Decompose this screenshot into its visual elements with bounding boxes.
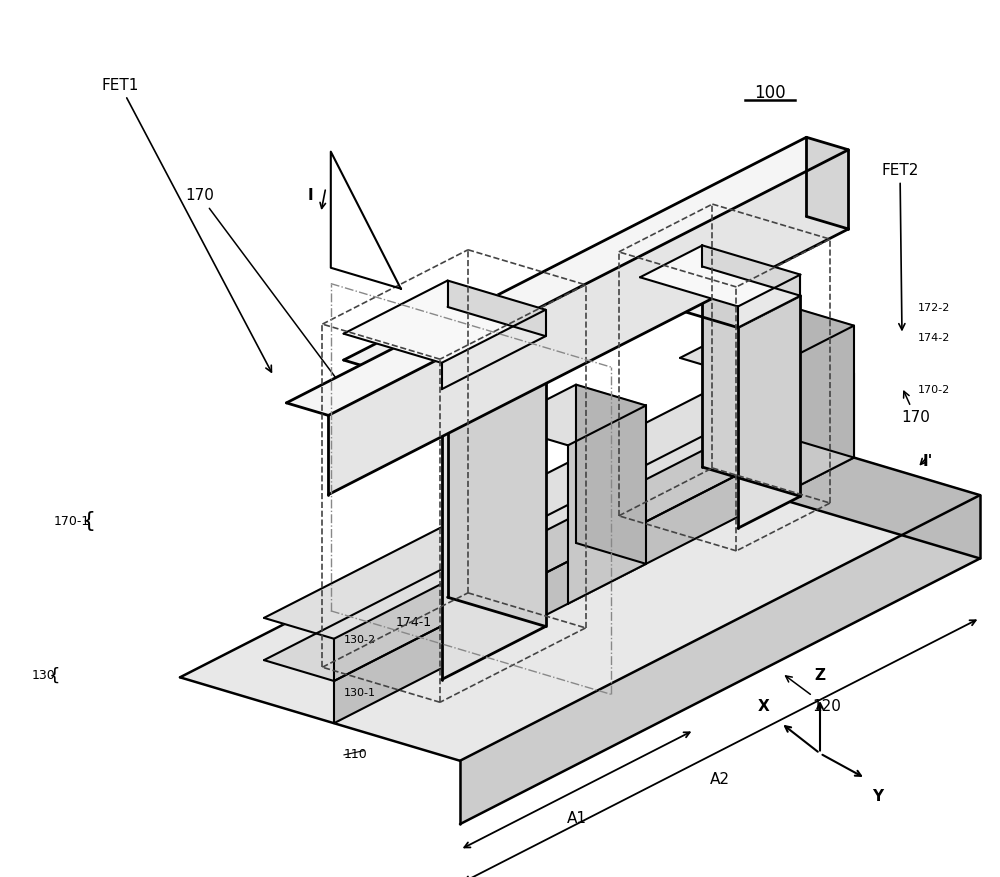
Text: Y: Y — [872, 788, 883, 803]
Polygon shape — [448, 281, 546, 336]
Polygon shape — [738, 275, 800, 328]
Text: A1: A1 — [567, 811, 587, 826]
Polygon shape — [180, 411, 980, 760]
Text: 120: 120 — [786, 676, 841, 714]
Text: I': I' — [922, 453, 933, 468]
Polygon shape — [784, 395, 854, 458]
Polygon shape — [334, 373, 854, 681]
Polygon shape — [448, 307, 546, 626]
Polygon shape — [344, 281, 546, 363]
Text: 170: 170 — [186, 189, 351, 399]
Polygon shape — [702, 267, 800, 496]
Text: 130-2: 130-2 — [344, 635, 376, 645]
Polygon shape — [498, 385, 646, 446]
Polygon shape — [738, 296, 800, 528]
Text: 172-2: 172-2 — [917, 303, 950, 313]
Polygon shape — [328, 150, 848, 495]
Text: GI: GI — [577, 279, 659, 318]
Text: 170: 170 — [901, 391, 930, 424]
Text: I: I — [308, 189, 314, 203]
Text: 174-1: 174-1 — [395, 616, 432, 629]
Polygon shape — [442, 336, 546, 680]
Polygon shape — [806, 138, 848, 229]
Polygon shape — [700, 411, 980, 559]
Polygon shape — [460, 496, 980, 824]
Polygon shape — [286, 138, 848, 416]
Text: 170-1: 170-1 — [54, 515, 90, 528]
Polygon shape — [264, 395, 854, 681]
Text: FET1: FET1 — [101, 78, 271, 372]
Polygon shape — [750, 325, 854, 510]
Polygon shape — [442, 310, 546, 389]
Text: {: { — [48, 667, 60, 685]
Text: FET2: FET2 — [881, 163, 919, 330]
Text: X: X — [757, 700, 769, 715]
Text: Z: Z — [814, 667, 826, 683]
Polygon shape — [344, 307, 546, 389]
Polygon shape — [576, 385, 646, 564]
Text: 174-2: 174-2 — [917, 332, 950, 343]
Polygon shape — [334, 416, 854, 724]
Polygon shape — [680, 305, 854, 379]
Text: 110: 110 — [344, 748, 368, 761]
Polygon shape — [568, 405, 646, 603]
Polygon shape — [784, 353, 854, 416]
Text: {: { — [81, 511, 95, 531]
Polygon shape — [784, 305, 854, 458]
Text: 170-2: 170-2 — [917, 385, 950, 396]
Text: A2: A2 — [710, 772, 730, 788]
Text: 130-1: 130-1 — [344, 688, 376, 698]
Polygon shape — [702, 246, 800, 296]
Polygon shape — [640, 246, 800, 306]
Text: 130: 130 — [31, 669, 55, 682]
Polygon shape — [640, 267, 800, 328]
Polygon shape — [264, 353, 854, 638]
Text: 100: 100 — [754, 84, 786, 102]
Text: 172-1: 172-1 — [395, 357, 432, 370]
